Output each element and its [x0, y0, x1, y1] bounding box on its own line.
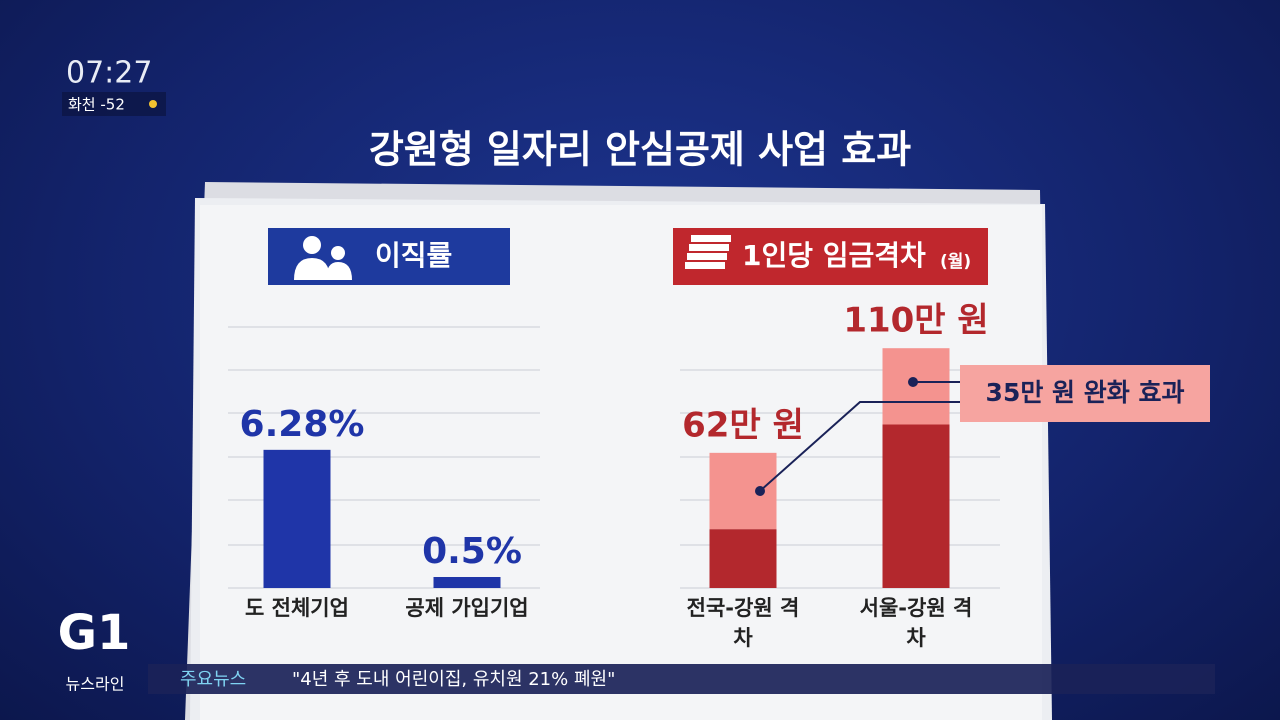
bar-segment	[709, 452, 777, 530]
money-icon	[685, 235, 731, 269]
weather: 화천 -52	[68, 96, 125, 114]
page-title: 강원형 일자리 안심공제 사업 효과	[369, 128, 911, 172]
logo: G1	[58, 605, 131, 661]
ticker-text: "4년 후 도내 어린이집, 유치원 21% 폐원"	[292, 669, 615, 690]
value-label: 6.28%	[240, 404, 365, 445]
bar-segment	[709, 529, 777, 588]
leader-line	[759, 401, 960, 492]
chart-title: 이직률	[375, 239, 452, 272]
bar	[263, 449, 331, 588]
clock: 07:27	[66, 56, 152, 91]
chart-subtitle: (월)	[940, 252, 971, 272]
annotation: 35만 원 완화 효과	[986, 378, 1185, 407]
category-label: 공제 가입기업	[405, 596, 529, 620]
value-label: 0.5%	[422, 531, 522, 572]
bar-segment	[882, 348, 950, 425]
category-label: 전국-강원 격차	[686, 596, 800, 650]
weather-icon	[149, 100, 157, 108]
ticker-bar	[148, 664, 1215, 694]
total-label: 62만 원	[682, 405, 804, 445]
program-name: 뉴스라인	[66, 675, 125, 694]
category-label: 도 전체기업	[245, 596, 349, 620]
leader-dot	[755, 486, 765, 496]
weather-box	[62, 92, 166, 116]
leader-dot	[908, 377, 918, 387]
chart-title: 1인당 임금격차	[742, 239, 926, 272]
category-label: 서울-강원 격차	[859, 596, 973, 650]
people-icon	[294, 236, 352, 280]
paper-stack	[185, 182, 1052, 720]
annotation-box	[960, 365, 1210, 422]
ticker-label: 주요뉴스	[180, 669, 246, 690]
bar-segment	[882, 424, 950, 588]
total-label: 110만 원	[843, 301, 988, 341]
bar	[433, 577, 501, 588]
